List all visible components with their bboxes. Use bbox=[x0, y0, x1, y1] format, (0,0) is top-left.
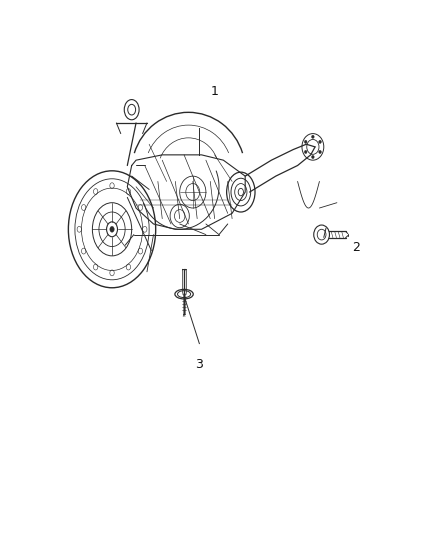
Text: 3: 3 bbox=[195, 358, 203, 372]
Text: 2: 2 bbox=[353, 241, 360, 254]
Circle shape bbox=[319, 140, 321, 143]
Circle shape bbox=[311, 135, 314, 139]
Ellipse shape bbox=[110, 227, 114, 232]
Circle shape bbox=[319, 150, 321, 154]
Text: 1: 1 bbox=[211, 85, 219, 98]
Circle shape bbox=[304, 140, 307, 143]
Circle shape bbox=[304, 150, 307, 154]
Circle shape bbox=[311, 156, 314, 159]
